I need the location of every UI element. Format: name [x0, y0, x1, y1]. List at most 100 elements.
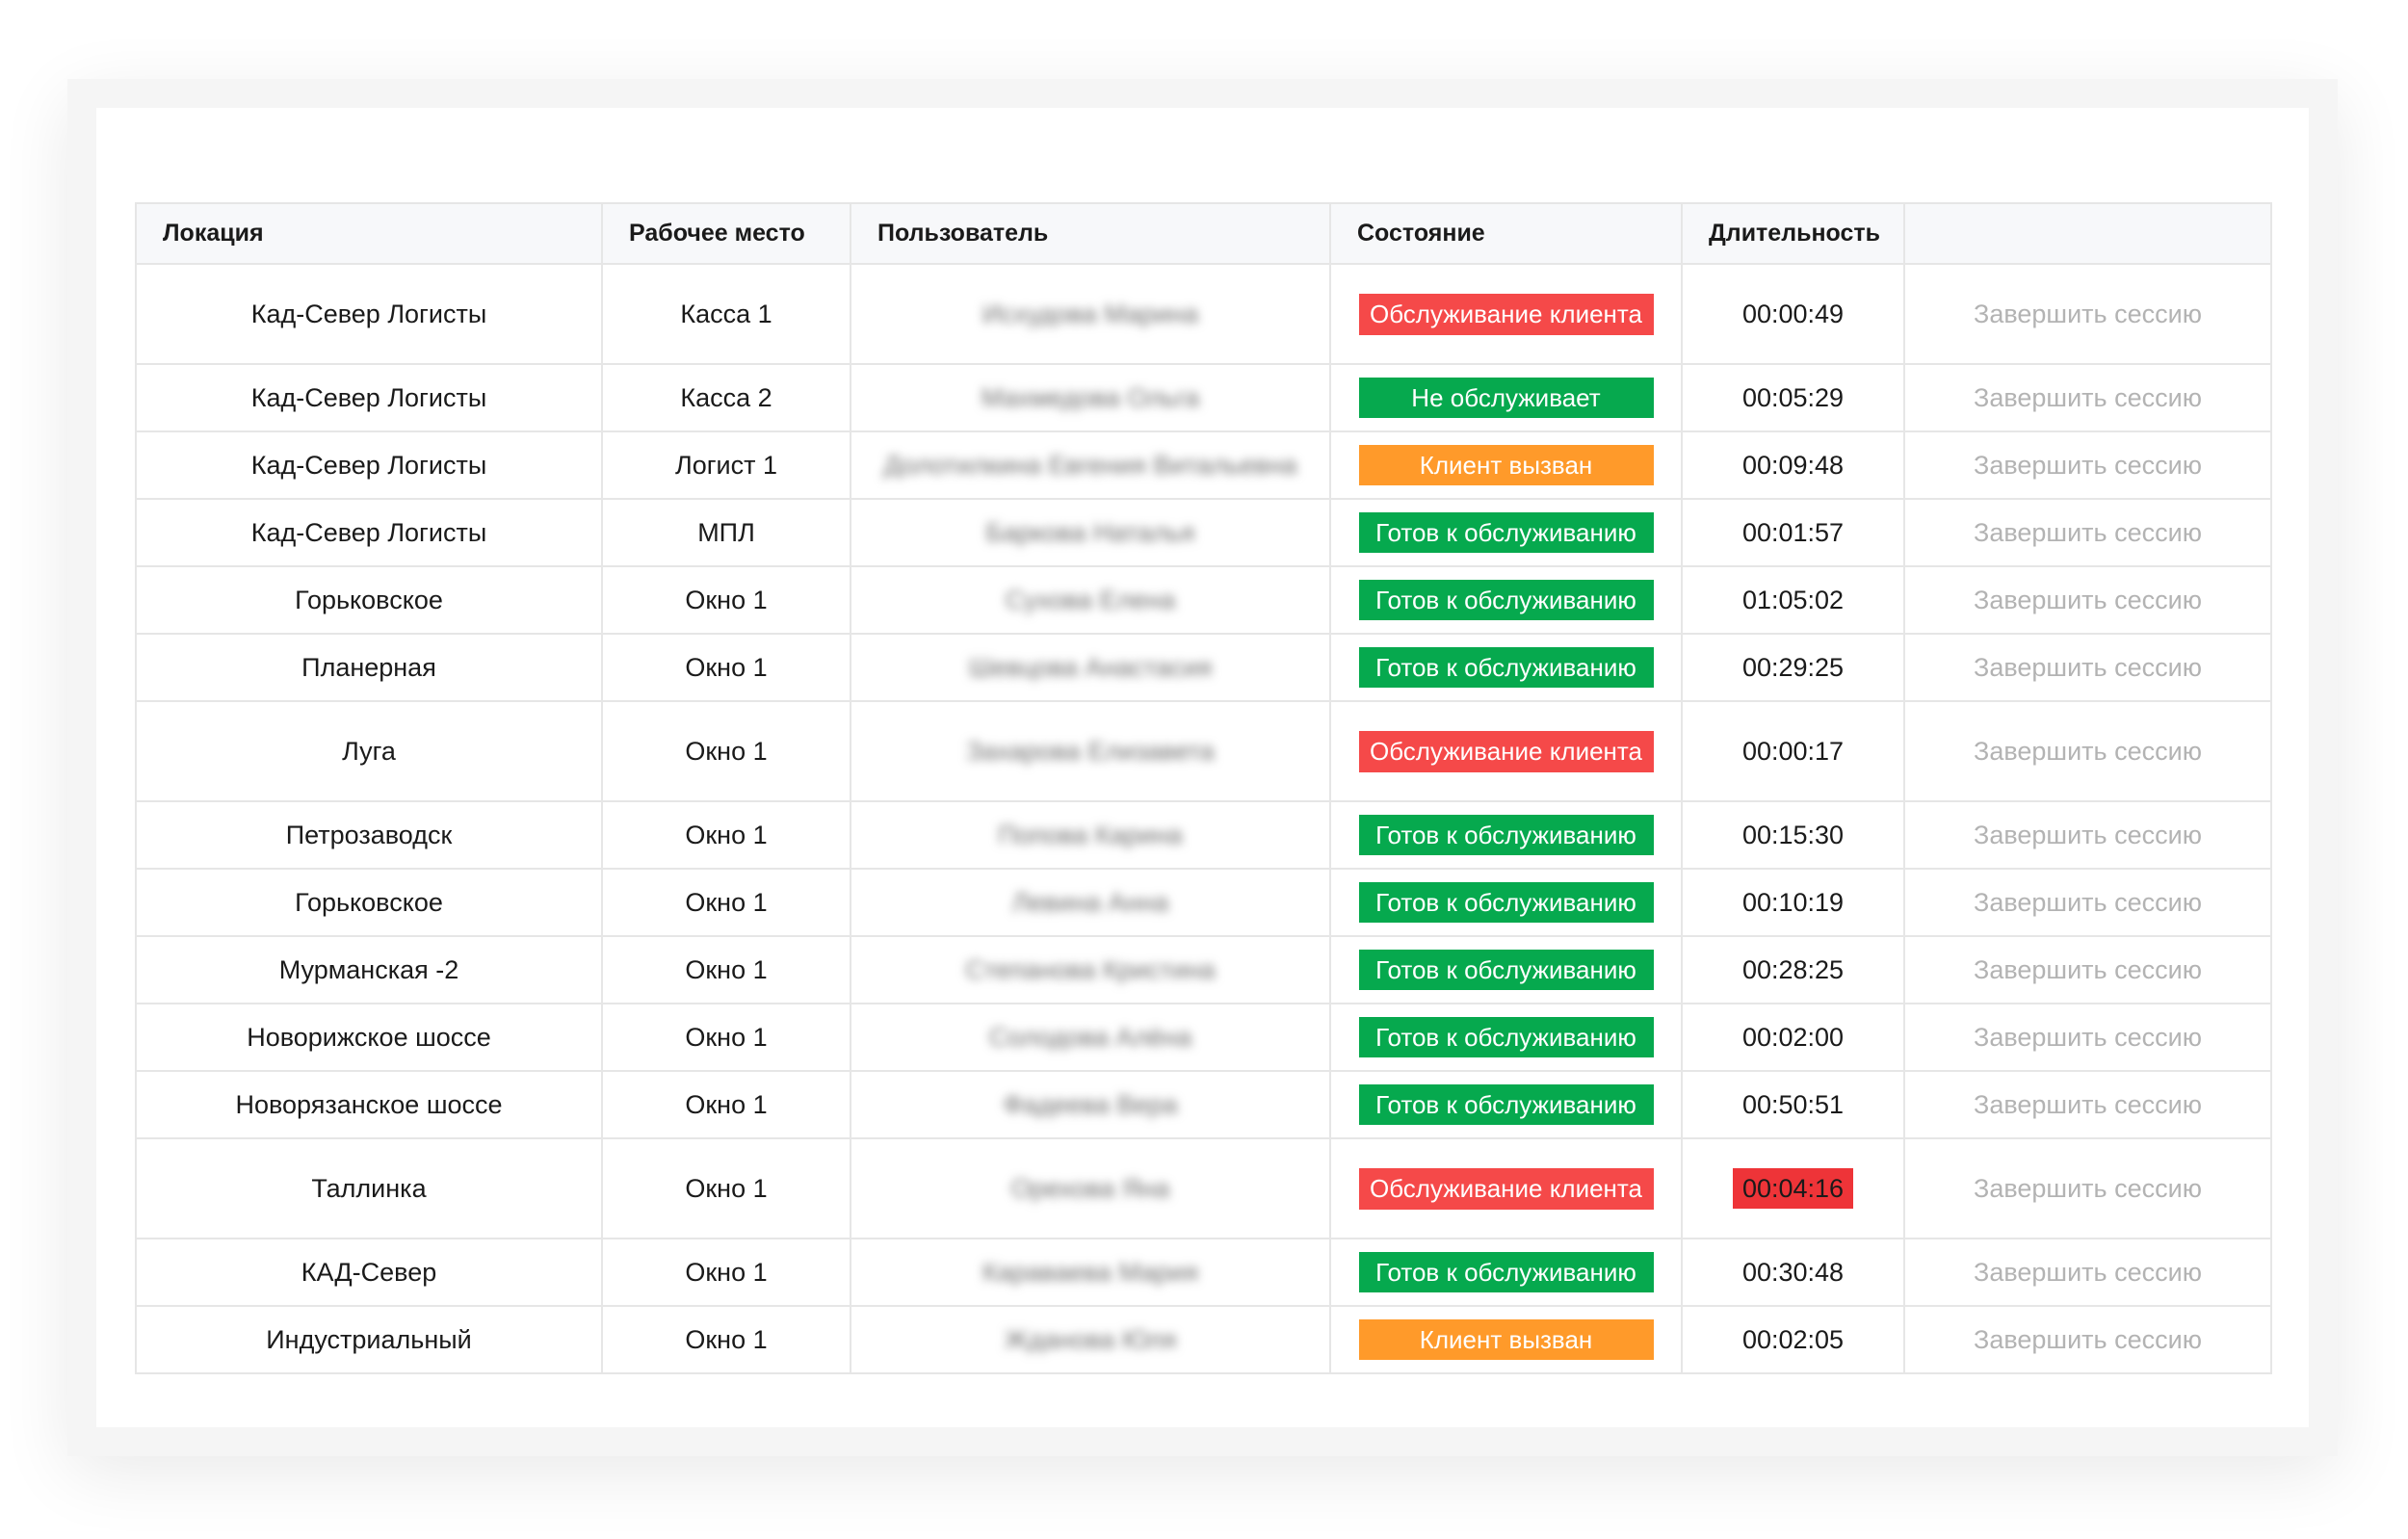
- table-row: Мурманская -2 Окно 1 Степанова Кристина Гот…: [135, 935, 2272, 1004]
- user-cell: Махмедова Ольга: [850, 363, 1331, 432]
- location-cell: Планерная: [135, 633, 603, 702]
- duration-value: 00:00:49: [1741, 299, 1845, 328]
- end-session-link[interactable]: Завершить сессию: [1974, 954, 2202, 984]
- user-cell: Жданова Юля: [850, 1305, 1331, 1374]
- header-location: Локация: [135, 202, 603, 265]
- status-badge: Клиент вызван: [1358, 1319, 1654, 1360]
- table-row: Планерная Окно 1 Шевцова Анастасия Готов к …: [135, 633, 2272, 702]
- status-badge: Готов к обслуживанию: [1358, 580, 1654, 620]
- duration-value: 00:02:00: [1741, 1022, 1845, 1052]
- end-session-link[interactable]: Завершить сессию: [1974, 1089, 2202, 1119]
- action-cell: Завершить сессию: [1903, 633, 2272, 702]
- workplace-cell: МПЛ: [601, 498, 851, 567]
- duration-cell: 00:10:19: [1681, 868, 1905, 937]
- duration-cell: 00:00:49: [1681, 263, 1905, 365]
- duration-cell: 00:02:05: [1681, 1305, 1905, 1374]
- duration-value: 00:10:19: [1741, 887, 1845, 917]
- user-cell: Левина Анна: [850, 868, 1331, 937]
- location-cell: Кад-Север Логисты: [135, 430, 603, 500]
- state-cell: Готов к обслуживанию: [1329, 1070, 1683, 1139]
- workplace-cell: Касса 2: [601, 363, 851, 432]
- user-cell: Орехова Яна: [850, 1137, 1331, 1239]
- header-workplace: Рабочее место: [601, 202, 851, 265]
- header-actions: [1903, 202, 2272, 265]
- end-session-link[interactable]: Завершить сессию: [1974, 1324, 2202, 1354]
- duration-cell: 00:30:48: [1681, 1238, 1905, 1307]
- user-cell: Баркова Наталья: [850, 498, 1331, 567]
- duration-value: 00:50:51: [1741, 1089, 1845, 1119]
- duration-value: 00:15:30: [1741, 820, 1845, 849]
- end-session-link[interactable]: Завершить сессию: [1974, 1022, 2202, 1052]
- table-body: Кад-Север Логисты Касса 1 Исхудова Марина О…: [135, 263, 2272, 1374]
- status-badge: Не обслуживает: [1358, 378, 1654, 418]
- action-cell: Завершить сессию: [1903, 498, 2272, 567]
- table-row: Кад-Север Логисты Касса 2 Махмедова Ольга Н…: [135, 363, 2272, 432]
- action-cell: Завершить сессию: [1903, 935, 2272, 1004]
- duration-cell: 00:29:25: [1681, 633, 1905, 702]
- action-cell: Завершить сессию: [1903, 430, 2272, 500]
- end-session-link[interactable]: Завершить сессию: [1974, 652, 2202, 682]
- duration-cell: 00:15:30: [1681, 800, 1905, 870]
- table-row: Петрозаводск Окно 1 Попова Карина Готов к о…: [135, 800, 2272, 870]
- action-cell: Завершить сессию: [1903, 1070, 2272, 1139]
- end-session-link[interactable]: Завершить сессию: [1974, 1173, 2202, 1203]
- table-row: Индустриальный Окно 1 Жданова Юля Клиент вы…: [135, 1305, 2272, 1374]
- duration-value: 00:30:48: [1741, 1257, 1845, 1287]
- workplace-cell: Окно 1: [601, 633, 851, 702]
- end-session-link[interactable]: Завершить сессию: [1974, 299, 2202, 328]
- duration-cell: 00:04:16: [1681, 1137, 1905, 1239]
- end-session-link[interactable]: Завершить сессию: [1974, 517, 2202, 547]
- end-session-link[interactable]: Завершить сессию: [1974, 382, 2202, 412]
- duration-value: 00:01:57: [1741, 517, 1845, 547]
- duration-cell: 00:28:25: [1681, 935, 1905, 1004]
- workplace-cell: Окно 1: [601, 1238, 851, 1307]
- user-cell: Попова Карина: [850, 800, 1331, 870]
- user-cell: Долотилкина Евгения Витальевна: [850, 430, 1331, 500]
- status-badge: Клиент вызван: [1358, 445, 1654, 485]
- status-badge: Готов к обслуживанию: [1358, 950, 1654, 990]
- user-name-blurred: Солодова Алёна: [988, 1022, 1192, 1052]
- state-cell: Готов к обслуживанию: [1329, 868, 1683, 937]
- workplace-cell: Окно 1: [601, 1003, 851, 1072]
- user-cell: Степанова Кристина: [850, 935, 1331, 1004]
- user-cell: Караваева Мария: [850, 1238, 1331, 1307]
- status-badge: Обслуживание клиента: [1358, 730, 1654, 772]
- user-name-blurred: Исхудова Марина: [982, 299, 1199, 328]
- duration-cell: 00:05:29: [1681, 363, 1905, 432]
- end-session-link[interactable]: Завершить сессию: [1974, 736, 2202, 766]
- duration-value: 00:00:17: [1741, 736, 1845, 766]
- sessions-table: Локация Рабочее место Пользователь Состо…: [135, 202, 2272, 1374]
- user-cell: Исхудова Марина: [850, 263, 1331, 365]
- end-session-link[interactable]: Завершить сессию: [1974, 887, 2202, 917]
- duration-cell: 00:50:51: [1681, 1070, 1905, 1139]
- workplace-cell: Окно 1: [601, 1305, 851, 1374]
- state-cell: Не обслуживает: [1329, 363, 1683, 432]
- user-name-blurred: Долотилкина Евгения Витальевна: [883, 450, 1297, 480]
- status-badge: Готов к обслуживанию: [1358, 1084, 1654, 1125]
- user-name-blurred: Степанова Кристина: [965, 954, 1216, 984]
- state-cell: Клиент вызван: [1329, 430, 1683, 500]
- location-cell: Луга: [135, 700, 603, 802]
- user-cell: Солодова Алёна: [850, 1003, 1331, 1072]
- end-session-link[interactable]: Завершить сессию: [1974, 450, 2202, 480]
- end-session-link[interactable]: Завершить сессию: [1974, 1257, 2202, 1287]
- duration-value: 00:28:25: [1741, 954, 1845, 984]
- end-session-link[interactable]: Завершить сессию: [1974, 585, 2202, 614]
- workplace-cell: Логист 1: [601, 430, 851, 500]
- table-row: Новорязанское шоссе Окно 1 Фадеева Вера Гот…: [135, 1070, 2272, 1139]
- location-cell: Новорязанское шоссе: [135, 1070, 603, 1139]
- state-cell: Готов к обслуживанию: [1329, 1238, 1683, 1307]
- action-cell: Завершить сессию: [1903, 363, 2272, 432]
- user-cell: Фадеева Вера: [850, 1070, 1331, 1139]
- table-row: Луга Окно 1 Захарова Елизавета Обслуживание…: [135, 700, 2272, 802]
- status-badge: Обслуживание клиента: [1358, 293, 1654, 335]
- duration-value: 00:05:29: [1741, 382, 1845, 412]
- user-cell: Шевцова Анастасия: [850, 633, 1331, 702]
- workplace-cell: Окно 1: [601, 1137, 851, 1239]
- end-session-link[interactable]: Завершить сессию: [1974, 820, 2202, 849]
- location-cell: Новорижское шоссе: [135, 1003, 603, 1072]
- state-cell: Клиент вызван: [1329, 1305, 1683, 1374]
- status-badge: Готов к обслуживанию: [1358, 882, 1654, 923]
- location-cell: Кад-Север Логисты: [135, 363, 603, 432]
- action-cell: Завершить сессию: [1903, 868, 2272, 937]
